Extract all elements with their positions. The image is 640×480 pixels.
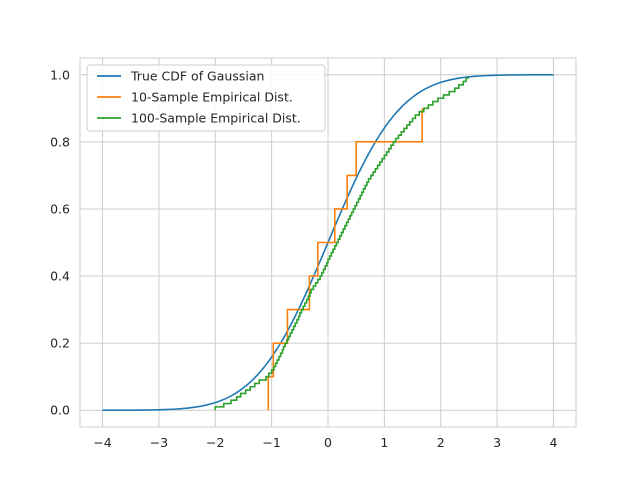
x-tick-label: −2	[206, 435, 224, 450]
series-line	[267, 108, 423, 411]
legend-label: True CDF of Gaussian	[130, 69, 264, 84]
legend-box	[86, 64, 326, 132]
plot-frame	[79, 57, 577, 428]
series-layer	[102, 73, 554, 412]
y-tick-label: 0.6	[50, 201, 70, 216]
y-tick-label: 1.0	[50, 67, 70, 82]
series-line	[214, 77, 469, 411]
y-tick-label: 0.0	[50, 403, 70, 418]
x-tick-label: −3	[150, 435, 168, 450]
y-tick-label: 0.4	[50, 269, 70, 284]
x-tick-label: 1	[380, 435, 388, 450]
legend-label: 100-Sample Empirical Dist.	[131, 111, 301, 126]
x-tick-label: 0	[324, 435, 332, 450]
tick-label-layer: −4 −3 −2 −1 0 1 2 3 4 0.0 0.2 0.4 0.6 0.8 1.0	[50, 67, 557, 450]
x-tick-label: −4	[93, 435, 111, 450]
legend: True CDF of Gaussian 10-Sample Empirical …	[86, 64, 326, 132]
legend-label: 10-Sample Empirical Dist.	[131, 90, 293, 105]
y-tick-label: 0.8	[50, 134, 70, 149]
x-tick-label: 3	[493, 435, 501, 450]
x-tick-label: −1	[262, 435, 280, 450]
y-tick-label: 0.2	[50, 336, 70, 351]
x-tick-label: 2	[437, 435, 445, 450]
x-tick-label: 4	[549, 435, 557, 450]
